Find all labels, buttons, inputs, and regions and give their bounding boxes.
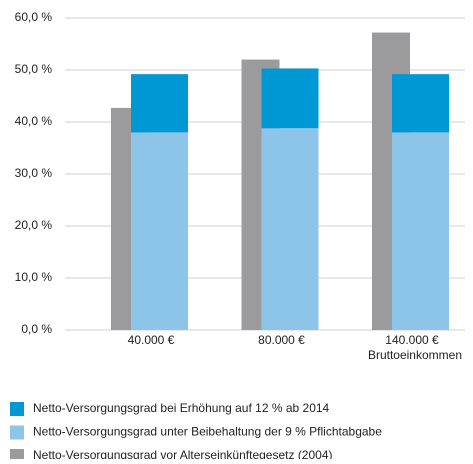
legend-label: Netto-Versorgungsgrad unter Beibehaltung… [33, 425, 382, 439]
y-tick-label: 50,0 % [15, 62, 53, 76]
y-tick-label: 20,0 % [15, 218, 53, 232]
bar [392, 132, 449, 330]
x-axis-label: Bruttoeinkommen [368, 348, 462, 362]
bar [261, 68, 319, 129]
y-tick-label: 60,0 % [15, 10, 53, 24]
legend-label: Netto-Versorgungsgrad bei Erhöhung auf 1… [33, 401, 330, 415]
legend-label: Netto-Versorgungsgrad vor Alterseinkünft… [33, 448, 333, 459]
bar [261, 128, 319, 330]
x-tick-label: 80.000 € [258, 333, 305, 347]
legend-swatch [10, 402, 24, 416]
bar [131, 132, 188, 330]
y-tick-label: 40,0 % [15, 114, 53, 128]
legend-swatch [10, 425, 24, 440]
bar [392, 74, 449, 133]
bar [131, 74, 188, 133]
y-tick-label: 30,0 % [15, 166, 53, 180]
x-tick-label: 40.000 € [128, 333, 175, 347]
y-tick-label: 10,0 % [15, 270, 53, 284]
x-tick-label: 140.000 € [385, 333, 439, 347]
legend-swatch [10, 449, 24, 463]
y-tick-label: 0,0 % [21, 322, 52, 336]
